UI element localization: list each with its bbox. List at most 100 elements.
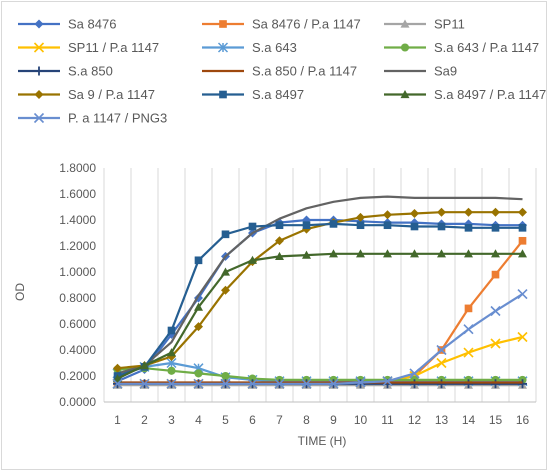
data-point (490, 305, 501, 317)
legend: Sa 8476 Sa 8476 / P.a 1147 SP11 SP11 / P.a … (18, 17, 546, 126)
data-point (355, 377, 366, 388)
x-tick-label: 2 (141, 413, 148, 427)
legend-item: S.a 850 (18, 64, 113, 79)
y-tick-label: 1.0000 (59, 265, 96, 279)
legend-label: Sa 8476 / P.a 1147 (252, 17, 361, 32)
data-point (328, 378, 339, 389)
legend-label: S.a 850 (68, 64, 113, 79)
x-tick-label: 12 (408, 413, 422, 427)
data-point (491, 249, 500, 258)
data-point (356, 249, 365, 258)
data-point (220, 378, 231, 389)
data-point (517, 331, 528, 343)
data-point (356, 221, 365, 230)
x-tick-label: 1 (114, 413, 121, 427)
legend-swatch-marker (34, 19, 44, 29)
y-tick-label: 1.6000 (59, 187, 96, 201)
data-point (437, 249, 446, 258)
legend-label: SP11 / P.a 1147 (68, 40, 159, 55)
data-point (112, 378, 123, 389)
series-12 (113, 249, 527, 383)
data-point (409, 368, 420, 379)
x-tick-label: 15 (489, 413, 503, 427)
data-point (410, 209, 419, 218)
data-point (383, 249, 392, 258)
x-tick-label: 9 (330, 413, 337, 427)
legend-item: Sa 8476 (18, 17, 116, 32)
series-line (117, 218, 523, 383)
legend-item: Sa 8476 / P.a 1147 (202, 17, 361, 32)
data-point (518, 207, 527, 217)
x-tick-label: 14 (462, 413, 476, 427)
data-point (302, 221, 311, 230)
legend-item: Sa9 (384, 64, 457, 79)
x-tick-label: 6 (249, 413, 256, 427)
legend-item: S.a 643 / P.a 1147 (384, 40, 539, 55)
y-tick-label: 1.2000 (59, 239, 96, 253)
x-tick-label: 3 (168, 413, 175, 427)
legend-swatch-marker (34, 66, 44, 76)
chart-frame: Sa 8476 Sa 8476 / P.a 1147 SP11 SP11 / P.a … (1, 1, 547, 470)
data-point (436, 357, 447, 369)
data-point (194, 302, 203, 311)
data-point (248, 255, 257, 264)
series-line (117, 195, 523, 375)
data-point (221, 267, 230, 276)
series-9 (117, 195, 523, 375)
legend-swatch-marker (33, 42, 45, 53)
legend-label: Sa 8476 (68, 17, 116, 32)
data-point (491, 207, 500, 217)
data-point (356, 379, 365, 389)
data-point (437, 207, 446, 217)
y-tick-label: 0.0000 (59, 395, 96, 409)
data-point (464, 207, 473, 217)
legend-label: Sa9 (434, 64, 457, 79)
legend-swatch-marker (400, 90, 410, 99)
x-tick-label: 7 (276, 413, 283, 427)
y-tick-label: 0.4000 (59, 343, 96, 357)
data-point (274, 378, 285, 389)
data-point (275, 221, 284, 230)
legend-item: S.a 8497 / P.a 1147 (384, 87, 546, 102)
data-point (221, 285, 230, 295)
legend-swatch-marker (219, 20, 227, 28)
data-point (247, 378, 258, 389)
data-point (275, 236, 284, 246)
series-line (117, 252, 523, 380)
y-tick-label: 0.2000 (59, 369, 96, 383)
data-point (167, 348, 176, 357)
axes: 0.0000 0.2000 0.4000 0.6000 0.8000 1.0000 1.20… (59, 161, 536, 427)
legend-item: S.a 850 / P.a 1147 (202, 64, 357, 79)
data-point (166, 378, 177, 389)
data-point (491, 223, 500, 232)
x-tick-label: 16 (516, 413, 530, 427)
data-point (383, 221, 392, 230)
legend-item: S.a 643 (202, 40, 297, 55)
series-line (117, 361, 523, 383)
data-point (410, 379, 419, 389)
legend-item: P. a 1147 / PNG3 (18, 111, 167, 126)
data-point (410, 249, 419, 258)
series-line (117, 367, 523, 381)
legend-swatch-marker (33, 112, 45, 124)
data-point (356, 212, 365, 222)
x-tick-label: 11 (381, 413, 394, 427)
series-line (117, 222, 523, 378)
y-tick-label: 0.6000 (59, 317, 96, 331)
y-tick-label: 0.8000 (59, 291, 96, 305)
data-point (248, 222, 257, 231)
y-axis-label: OD (13, 283, 27, 301)
x-tick-label: 10 (354, 413, 368, 427)
series-line (117, 293, 524, 385)
data-point (301, 378, 312, 389)
legend-label: S.a 8497 (252, 87, 304, 102)
x-tick-label: 13 (435, 413, 449, 427)
data-point (221, 371, 230, 381)
data-point (518, 236, 527, 245)
data-point (517, 289, 528, 300)
data-point (464, 379, 473, 389)
data-point (490, 338, 501, 349)
legend-label: S.a 643 (252, 40, 297, 55)
data-point (491, 270, 500, 279)
y-tick-label: 1.8000 (59, 161, 96, 175)
